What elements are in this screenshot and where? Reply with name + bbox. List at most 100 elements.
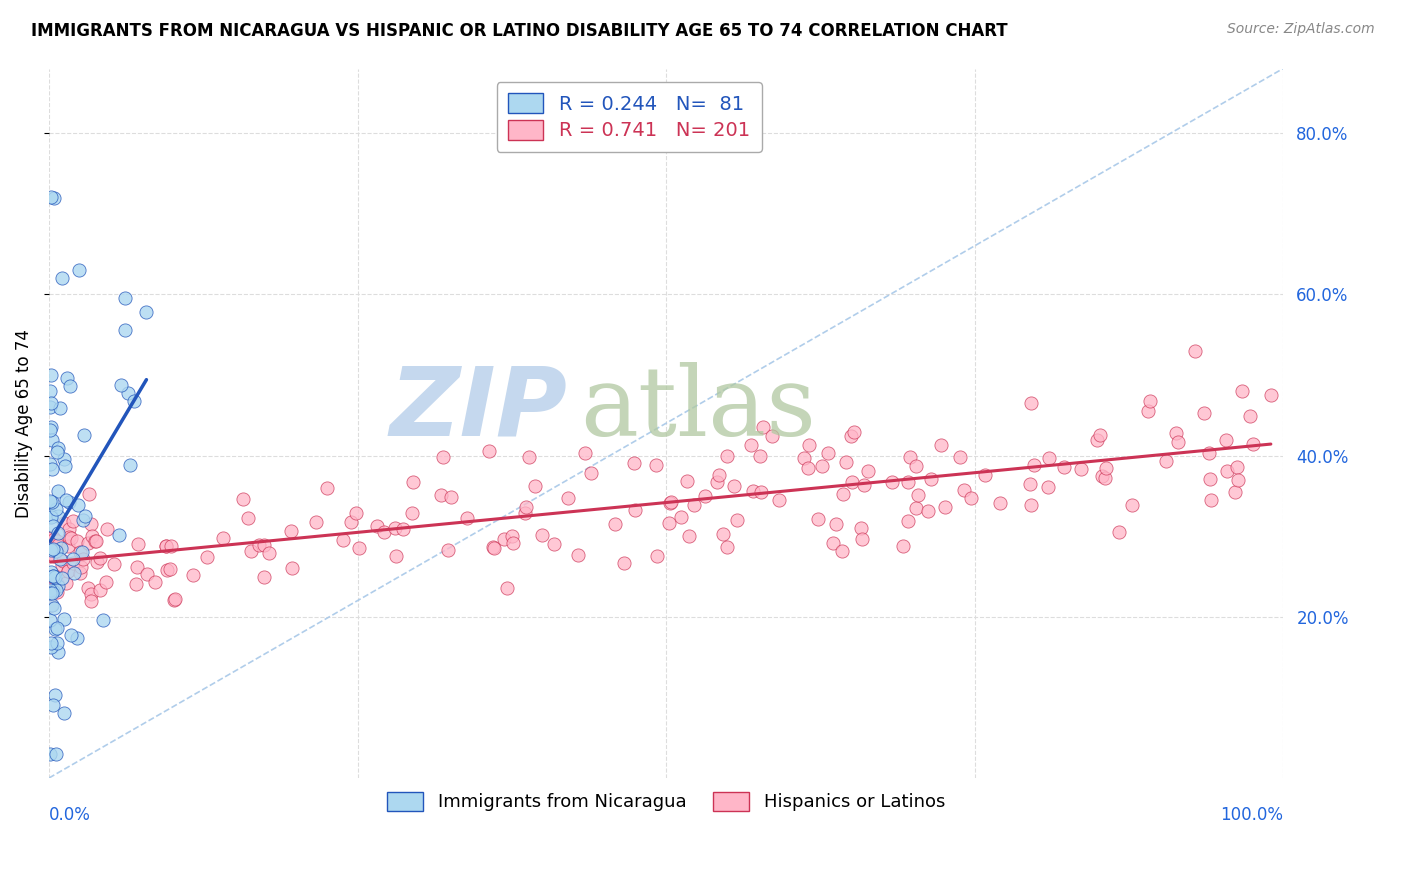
Point	[1166, 426, 1188, 441]
Point	[624, 503, 647, 517]
Point	[58, 530, 80, 544]
Point	[768, 493, 790, 508]
Point	[1199, 493, 1222, 508]
Point	[58, 521, 80, 535]
Point	[1184, 343, 1206, 358]
Point	[929, 438, 952, 452]
Point	[66, 534, 89, 549]
Point	[62, 515, 84, 529]
Point	[1215, 433, 1237, 447]
Point	[51, 271, 73, 285]
Point	[605, 516, 627, 531]
Point	[125, 576, 148, 591]
Point	[257, 546, 280, 560]
Point	[42, 541, 65, 556]
Point	[135, 304, 157, 318]
Point	[959, 491, 981, 506]
Point	[62, 556, 84, 570]
Point	[793, 451, 815, 466]
Point	[156, 563, 179, 577]
Point	[709, 468, 731, 483]
Point	[748, 449, 770, 463]
Point	[52, 516, 75, 531]
Point	[69, 545, 91, 559]
Point	[80, 587, 103, 601]
Point	[52, 554, 75, 568]
Point	[973, 467, 995, 482]
Point	[515, 500, 537, 514]
Point	[891, 539, 914, 553]
Point	[669, 509, 692, 524]
Point	[523, 479, 546, 493]
Point	[49, 401, 72, 415]
Text: IMMIGRANTS FROM NICARAGUA VS HISPANIC OR LATINO DISABILITY AGE 65 TO 74 CORRELAT: IMMIGRANTS FROM NICARAGUA VS HISPANIC OR…	[31, 22, 1008, 40]
Point	[117, 386, 139, 401]
Point	[1167, 434, 1189, 449]
Point	[39, 599, 62, 613]
Point	[136, 567, 159, 582]
Point	[347, 541, 370, 555]
Point	[366, 518, 388, 533]
Point	[1108, 524, 1130, 539]
Text: atlas: atlas	[579, 362, 815, 456]
Point	[159, 539, 181, 553]
Point	[1230, 384, 1253, 398]
Point	[212, 532, 235, 546]
Point	[315, 482, 337, 496]
Point	[44, 532, 66, 546]
Text: 0.0%: 0.0%	[49, 806, 91, 824]
Point	[1088, 428, 1111, 442]
Point	[159, 562, 181, 576]
Y-axis label: Disability Age 65 to 74: Disability Age 65 to 74	[15, 329, 32, 517]
Point	[41, 583, 63, 598]
Point	[181, 567, 204, 582]
Point	[384, 521, 406, 535]
Point	[1085, 433, 1108, 447]
Point	[46, 525, 69, 540]
Point	[904, 459, 927, 474]
Point	[72, 552, 94, 566]
Point	[1038, 450, 1060, 465]
Point	[501, 529, 523, 543]
Point	[897, 514, 920, 528]
Point	[839, 429, 862, 443]
Point	[716, 449, 738, 463]
Point	[55, 371, 77, 385]
Point	[39, 423, 62, 437]
Point	[1156, 454, 1178, 468]
Point	[502, 536, 524, 550]
Point	[44, 570, 66, 584]
Point	[1070, 461, 1092, 475]
Point	[1227, 474, 1250, 488]
Point	[39, 384, 62, 398]
Point	[72, 428, 94, 442]
Point	[124, 393, 146, 408]
Text: Source: ZipAtlas.com: Source: ZipAtlas.com	[1227, 22, 1375, 37]
Point	[740, 438, 762, 452]
Point	[305, 515, 328, 529]
Point	[45, 585, 67, 599]
Point	[80, 594, 103, 608]
Point	[1216, 464, 1239, 478]
Point	[46, 442, 69, 456]
Point	[67, 498, 90, 512]
Point	[41, 530, 63, 544]
Point	[46, 538, 69, 552]
Point	[60, 627, 83, 641]
Point	[495, 581, 517, 595]
Point	[817, 446, 839, 460]
Point	[440, 490, 463, 504]
Point	[1094, 470, 1116, 484]
Point	[340, 516, 363, 530]
Point	[825, 517, 848, 532]
Point	[392, 522, 415, 536]
Point	[478, 443, 501, 458]
Point	[917, 504, 939, 518]
Point	[42, 190, 65, 204]
Point	[751, 484, 773, 499]
Point	[853, 478, 876, 492]
Point	[58, 379, 80, 393]
Point	[42, 698, 65, 712]
Point	[72, 513, 94, 527]
Point	[543, 537, 565, 551]
